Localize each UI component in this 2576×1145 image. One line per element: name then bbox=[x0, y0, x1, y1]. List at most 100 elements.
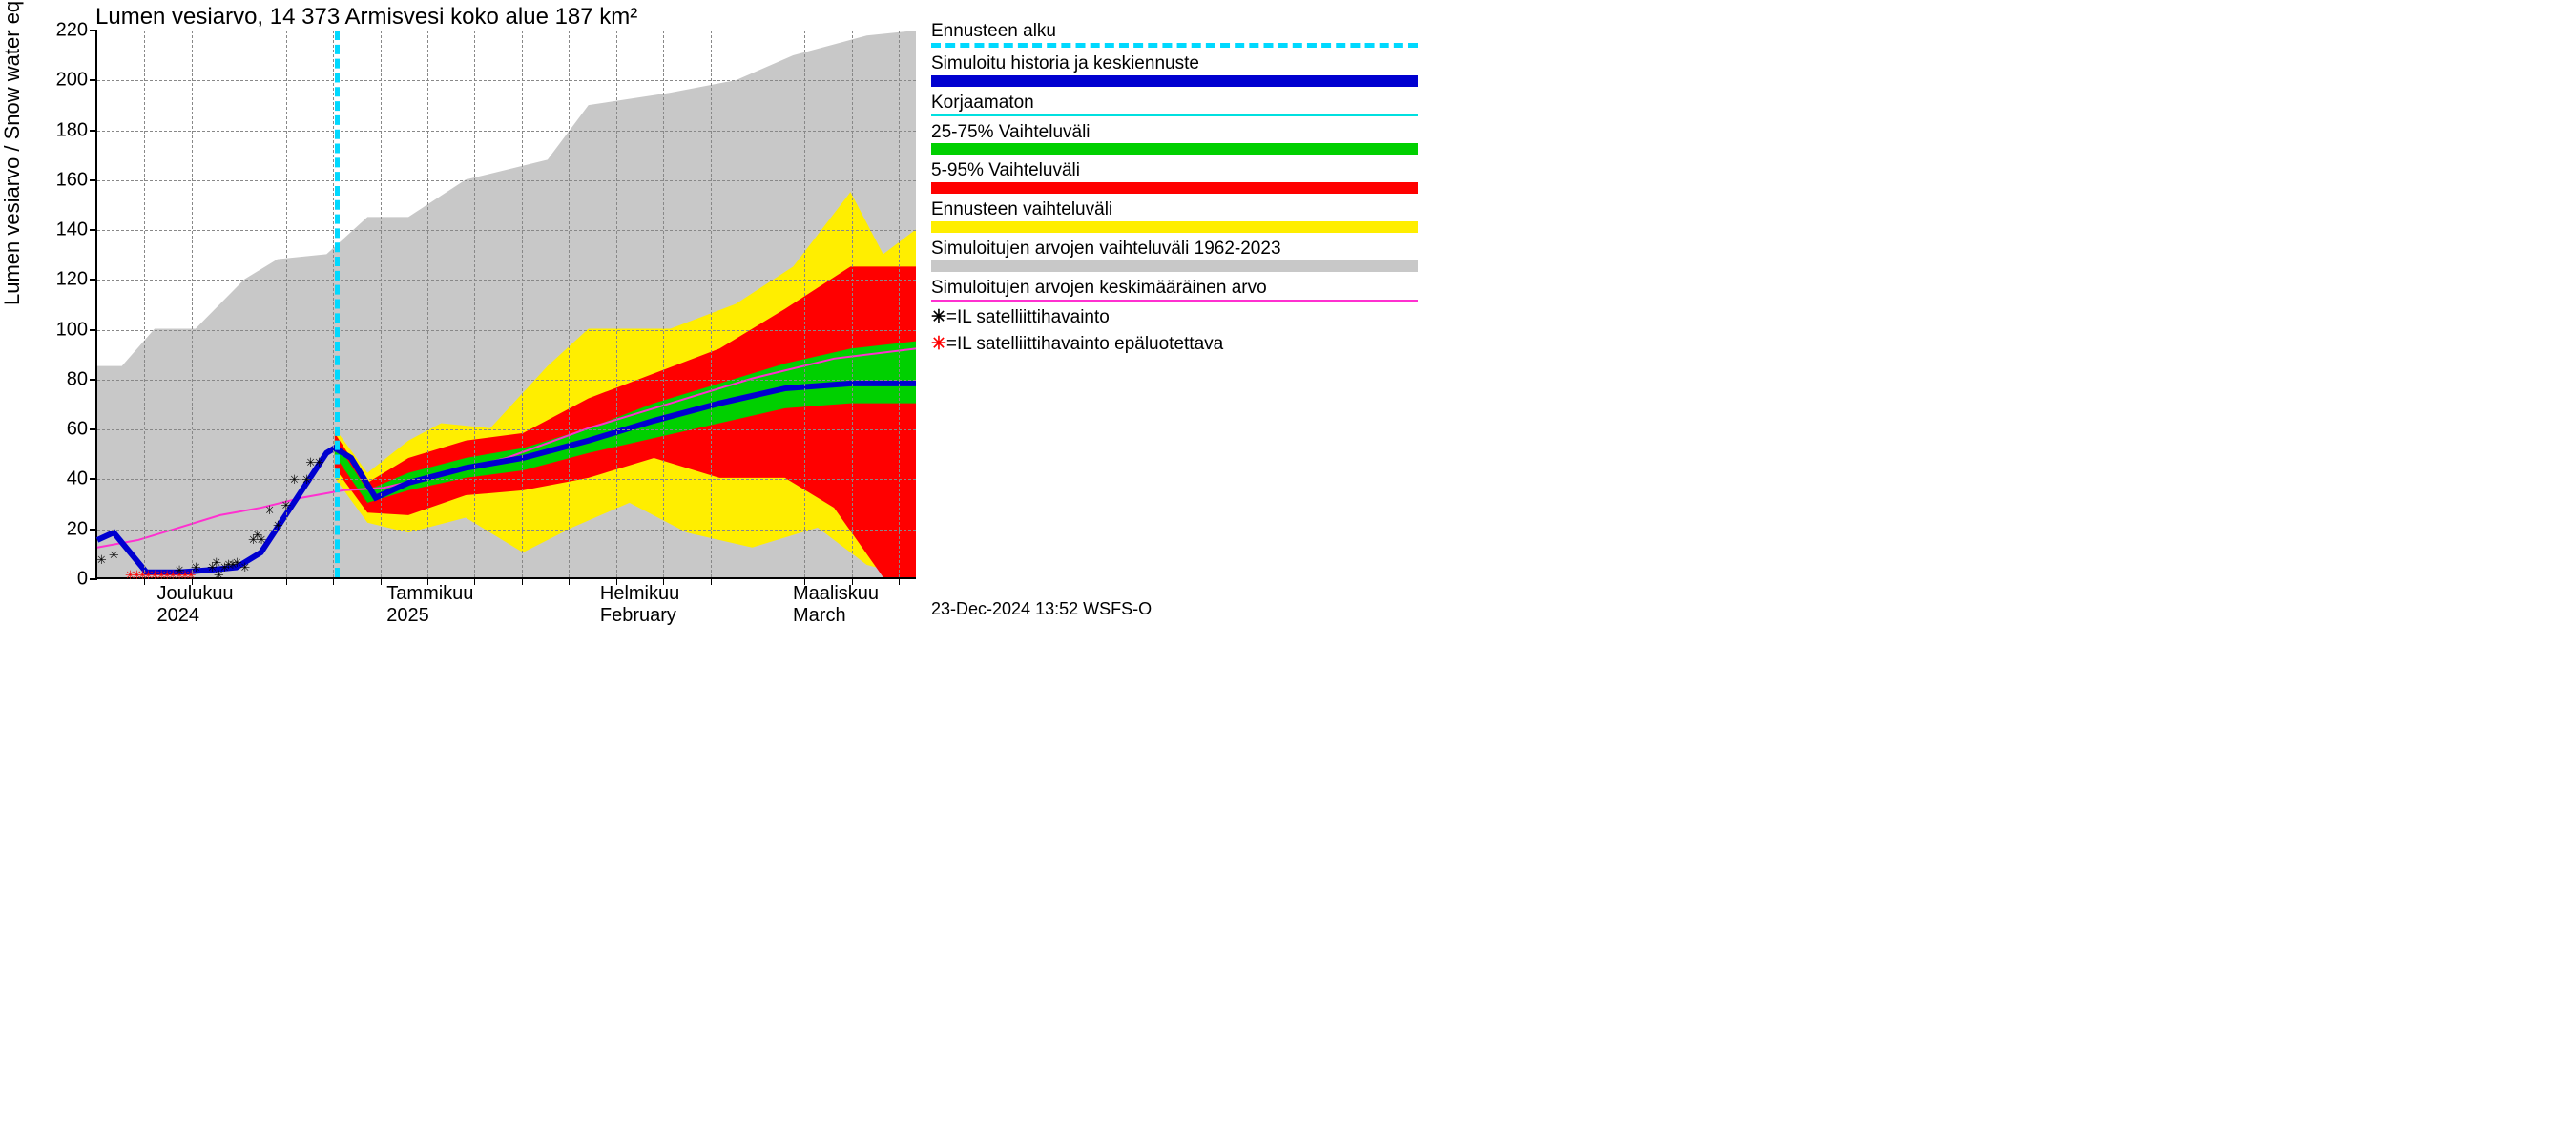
y-tick-label: 100 bbox=[46, 319, 88, 341]
x-month-label: Tammikuu bbox=[386, 583, 473, 605]
y-tick-label: 60 bbox=[46, 419, 88, 441]
legend-swatch bbox=[931, 114, 1418, 116]
marker-sat-black: ✳ bbox=[191, 557, 200, 576]
y-tick bbox=[90, 478, 97, 480]
chart-title: Lumen vesiarvo, 14 373 Armisvesi koko al… bbox=[95, 4, 637, 31]
x-month-label: Helmikuu bbox=[600, 583, 679, 605]
x-tick bbox=[333, 577, 334, 585]
marker-sat-black: ✳ bbox=[289, 469, 299, 489]
legend-item: 5-95% Vaihteluväli bbox=[931, 160, 1418, 194]
x-year-label: March bbox=[793, 605, 846, 627]
gridline-v bbox=[711, 31, 712, 577]
x-tick bbox=[286, 577, 287, 585]
gridline-v bbox=[144, 31, 145, 577]
legend-item: Ennusteen alku bbox=[931, 21, 1418, 48]
legend-swatch bbox=[931, 221, 1418, 233]
y-tick bbox=[90, 79, 97, 81]
gridline-v bbox=[804, 31, 805, 577]
x-tick bbox=[522, 577, 523, 585]
legend-label: Ennusteen alku bbox=[931, 21, 1418, 42]
legend-swatch bbox=[931, 260, 1418, 272]
legend-swatch bbox=[931, 43, 1418, 48]
legend-item: Ennusteen vaihteluväli bbox=[931, 199, 1418, 233]
legend-item: 25-75% Vaihteluväli bbox=[931, 122, 1418, 156]
legend-item: Simuloitujen arvojen keskimääräinen arvo bbox=[931, 278, 1418, 302]
y-tick-label: 140 bbox=[46, 219, 88, 241]
snow-water-chart: Lumen vesiarvo, 14 373 Armisvesi koko al… bbox=[0, 0, 1431, 636]
x-year-label: February bbox=[600, 605, 676, 627]
y-tick bbox=[90, 379, 97, 381]
legend-sat-red: ✳=IL satelliittihavainto epäluotettava bbox=[931, 334, 1418, 355]
gridline-h bbox=[97, 429, 916, 430]
y-tick bbox=[90, 529, 97, 531]
gridline-h bbox=[97, 479, 916, 480]
marker-sat-black: ✳ bbox=[240, 557, 250, 576]
gridline-v bbox=[333, 31, 334, 577]
legend-sat-black: ✳=IL satelliittihavainto bbox=[931, 307, 1418, 328]
gridline-h bbox=[97, 280, 916, 281]
marker-sat-black: ✳ bbox=[109, 545, 118, 564]
gridline-v bbox=[427, 31, 428, 577]
y-tick bbox=[90, 329, 97, 331]
marker-sat-black: ✳ bbox=[273, 515, 282, 534]
x-year-label: 2025 bbox=[386, 605, 429, 627]
x-tick bbox=[899, 577, 900, 585]
marker-sat-black: ✳ bbox=[301, 469, 311, 489]
y-tick-label: 220 bbox=[46, 20, 88, 42]
forecast-start-line bbox=[335, 31, 340, 577]
gridline-v bbox=[852, 31, 853, 577]
legend-label: Simuloitu historia ja keskiennuste bbox=[931, 53, 1418, 74]
y-tick-label: 40 bbox=[46, 468, 88, 490]
x-month-label: Maaliskuu bbox=[793, 583, 879, 605]
legend-label: Simuloitujen arvojen keskimääräinen arvo bbox=[931, 278, 1418, 299]
gridline-h bbox=[97, 80, 916, 81]
legend-swatch bbox=[931, 300, 1418, 302]
asterisk-icon: ✳ bbox=[931, 334, 946, 354]
gridline-v bbox=[569, 31, 570, 577]
legend-item: Simuloitu historia ja keskiennuste bbox=[931, 53, 1418, 87]
marker-sat-black: ✳ bbox=[257, 530, 266, 549]
asterisk-icon: ✳ bbox=[931, 307, 946, 327]
x-month-label: Joulukuu bbox=[157, 583, 234, 605]
y-tick bbox=[90, 130, 97, 132]
legend-label: Ennusteen vaihteluväli bbox=[931, 199, 1418, 220]
legend-label: 25-75% Vaihteluväli bbox=[931, 122, 1418, 143]
x-year-label: 2024 bbox=[157, 605, 200, 627]
y-axis-label: Lumen vesiarvo / Snow water equiv. mm bbox=[0, 0, 25, 305]
y-tick bbox=[90, 179, 97, 181]
legend-item: Korjaamaton bbox=[931, 93, 1418, 116]
legend: Ennusteen alku Simuloitu historia ja kesk… bbox=[931, 21, 1418, 356]
gridline-v bbox=[192, 31, 193, 577]
y-tick-label: 180 bbox=[46, 119, 88, 141]
legend-item: Simuloitujen arvojen vaihteluväli 1962-2… bbox=[931, 239, 1418, 272]
x-tick bbox=[381, 577, 382, 585]
marker-sat-black: ✳ bbox=[96, 550, 106, 569]
x-tick bbox=[474, 577, 475, 585]
gridline-h bbox=[97, 330, 916, 331]
y-tick-label: 0 bbox=[46, 569, 88, 591]
marker-sat-black: ✳ bbox=[314, 452, 323, 471]
y-tick bbox=[90, 229, 97, 231]
legend-swatch bbox=[931, 143, 1418, 155]
legend-swatch bbox=[931, 182, 1418, 194]
y-tick-label: 160 bbox=[46, 169, 88, 191]
plot-area: ✳✳✳✳✳✳✳✳✳✳✳✳✳✳✳✳✳✳✳✳✳✳✳✳✳✳✳✳✳✳✳✳✳ bbox=[95, 31, 916, 579]
y-tick-label: 200 bbox=[46, 70, 88, 92]
gridline-v bbox=[616, 31, 617, 577]
y-tick-label: 20 bbox=[46, 518, 88, 540]
legend-label: Simuloitujen arvojen vaihteluväli 1962-2… bbox=[931, 239, 1418, 260]
timestamp: 23-Dec-2024 13:52 WSFS-O bbox=[931, 599, 1152, 619]
gridline-h bbox=[97, 131, 916, 132]
x-tick bbox=[711, 577, 712, 585]
chart-bands bbox=[97, 31, 916, 577]
legend-label: 5-95% Vaihteluväli bbox=[931, 160, 1418, 181]
y-tick bbox=[90, 30, 97, 31]
legend-label: =IL satelliittihavainto bbox=[946, 307, 1110, 327]
y-tick bbox=[90, 578, 97, 580]
gridline-h bbox=[97, 380, 916, 381]
gridline-v bbox=[381, 31, 382, 577]
marker-sat-black: ✳ bbox=[175, 560, 184, 579]
y-tick-label: 80 bbox=[46, 368, 88, 390]
y-tick bbox=[90, 279, 97, 281]
gridline-v bbox=[522, 31, 523, 577]
